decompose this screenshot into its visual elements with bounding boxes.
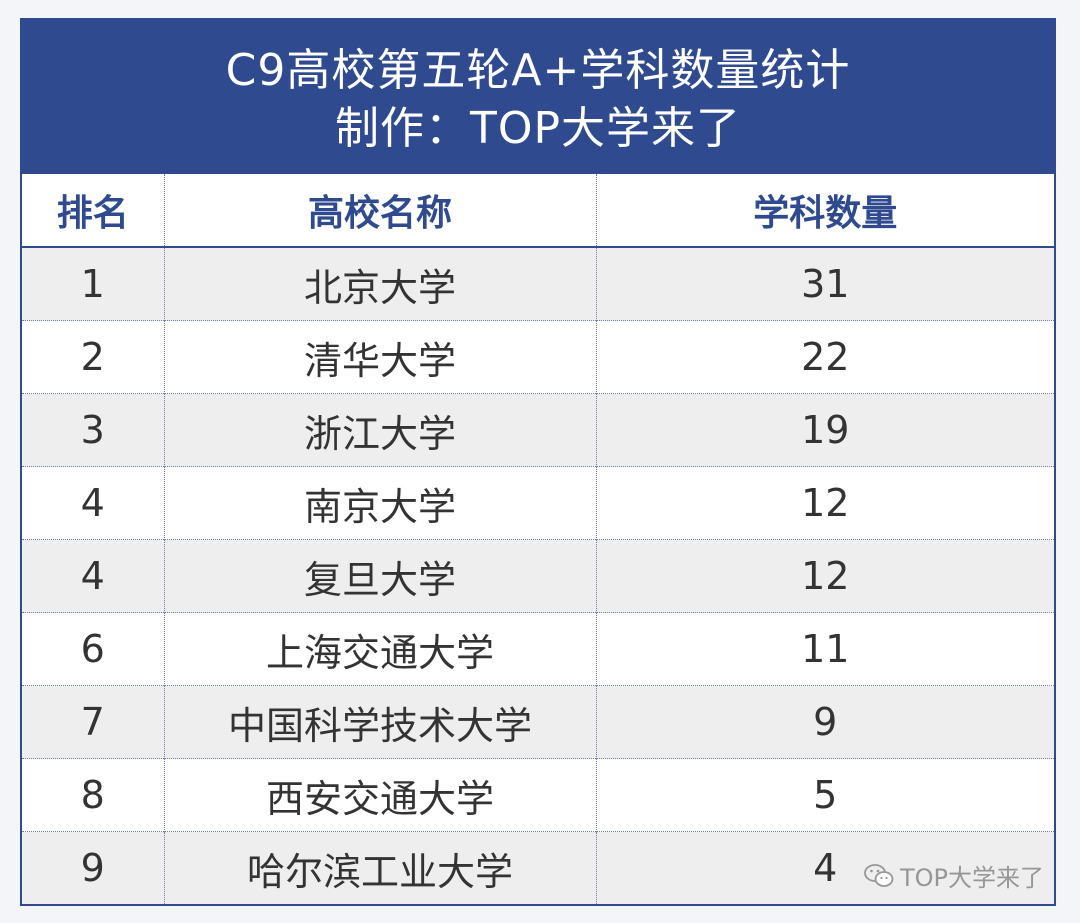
rank-cell: 6: [22, 612, 164, 686]
university-cell: 浙江大学: [163, 393, 596, 467]
count-cell: 19: [595, 393, 1054, 467]
rank-cell: 8: [22, 758, 164, 832]
author-credit: 制作：TOP大学来了: [334, 103, 742, 154]
count-cell: 12: [595, 466, 1054, 540]
table-header-row: 排名 高校名称 学科数量: [22, 174, 1054, 248]
table-row: 8 西安交通大学 5: [22, 758, 1054, 832]
count-cell: 12: [595, 539, 1054, 613]
page-title: C9高校第五轮A+学科数量统计: [225, 45, 851, 96]
stats-card: C9高校第五轮A+学科数量统计 制作：TOP大学来了 排名 高校名称 学科数量 …: [20, 18, 1056, 906]
rank-cell: 9: [22, 831, 164, 904]
count-cell: 22: [595, 320, 1054, 394]
table-row: 4 南京大学 12: [22, 466, 1054, 540]
university-cell: 南京大学: [163, 466, 596, 540]
wechat-icon: [864, 863, 894, 887]
table-row: 3 浙江大学 19: [22, 393, 1054, 467]
watermark: TOP大学来了: [864, 858, 1044, 893]
university-cell: 复旦大学: [163, 539, 596, 613]
ranking-table: 排名 高校名称 学科数量 1 北京大学 31 2 清华大学 22 3 浙江大学 …: [22, 174, 1054, 904]
table-row: 2 清华大学 22: [22, 320, 1054, 394]
table-row: 7 中国科学技术大学 9: [22, 685, 1054, 759]
table-row: 1 北京大学 31: [22, 247, 1054, 321]
university-cell: 中国科学技术大学: [163, 685, 596, 759]
rank-cell: 4: [22, 539, 164, 613]
university-cell: 哈尔滨工业大学: [163, 831, 596, 904]
count-cell: 31: [595, 247, 1054, 321]
rank-cell: 3: [22, 393, 164, 467]
university-cell: 上海交通大学: [163, 612, 596, 686]
rank-cell: 7: [22, 685, 164, 759]
university-cell: 清华大学: [163, 320, 596, 394]
count-cell: 9: [595, 685, 1054, 759]
university-cell: 北京大学: [163, 247, 596, 321]
column-header-count: 学科数量: [595, 174, 1054, 248]
count-cell: 5: [595, 758, 1054, 832]
university-cell: 西安交通大学: [163, 758, 596, 832]
table-row: 9 哈尔滨工业大学 4: [22, 831, 1054, 904]
count-cell: 11: [595, 612, 1054, 686]
rank-cell: 4: [22, 466, 164, 540]
column-header-rank: 排名: [22, 174, 164, 248]
table-row: 6 上海交通大学 11: [22, 612, 1054, 686]
watermark-text: TOP大学来了: [899, 864, 1044, 892]
column-header-university: 高校名称: [163, 174, 596, 248]
title-banner: C9高校第五轮A+学科数量统计 制作：TOP大学来了: [22, 20, 1054, 174]
rank-cell: 1: [22, 247, 164, 321]
count-cell: 4: [595, 831, 1054, 904]
table-row: 4 复旦大学 12: [22, 539, 1054, 613]
rank-cell: 2: [22, 320, 164, 394]
